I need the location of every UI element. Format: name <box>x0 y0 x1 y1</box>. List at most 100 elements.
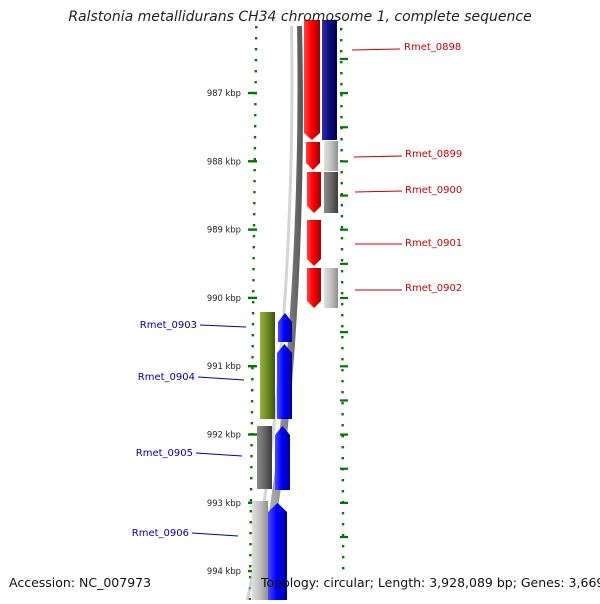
gene-leader-line <box>197 376 245 381</box>
axis-dot <box>340 61 343 64</box>
axis-dot <box>340 204 344 207</box>
axis-dot <box>250 411 254 414</box>
axis-dot <box>254 103 257 106</box>
axis-dot <box>341 490 345 493</box>
gene-feature-light-bar <box>324 141 338 171</box>
axis-tick-label: 990 kbp <box>207 293 241 303</box>
axis-dot <box>340 72 343 75</box>
axis-dot <box>254 70 257 73</box>
axis-dot <box>252 279 255 282</box>
gene-label-rmet-0904: Rmet_0904 <box>138 372 195 383</box>
axis-dot <box>341 435 344 438</box>
axis-dot <box>252 224 256 227</box>
axis-dot <box>341 325 344 328</box>
axis-tick-label: 987 kbp <box>207 88 241 98</box>
axis-dot <box>341 424 344 427</box>
axis-minor-tick <box>340 535 348 539</box>
axis-tick-label: 991 kbp <box>207 361 241 371</box>
axis-dot <box>251 345 254 348</box>
axis-tick <box>248 91 257 95</box>
axis-dot <box>341 512 345 515</box>
axis-minor-tick <box>340 262 348 265</box>
axis-dot <box>251 356 254 359</box>
axis-dot <box>340 292 344 295</box>
axis-dot <box>340 94 343 97</box>
axis-dot <box>340 281 344 284</box>
axis-minor-tick <box>340 365 348 368</box>
axis-dot <box>253 125 257 128</box>
axis-dot <box>340 259 344 262</box>
axis-dot <box>253 169 256 172</box>
axis-dot <box>340 248 344 251</box>
axis-dot <box>341 545 345 548</box>
gene-feature-dark-bar <box>257 426 272 489</box>
gene-label-rmet-0898: Rmet_0898 <box>404 42 461 53</box>
axis-dot <box>340 237 344 240</box>
axis-tick-label: 989 kbp <box>207 225 241 235</box>
axis-dot <box>255 26 258 29</box>
axis-minor-tick <box>340 433 348 436</box>
axis-dot <box>341 303 344 306</box>
axis-dot <box>340 105 343 108</box>
gene-rmet-0899-glyph <box>306 142 320 170</box>
gene-label-rmet-0901: Rmet_0901 <box>405 238 462 249</box>
axis-minor-tick <box>340 296 348 300</box>
gene-label-rmet-0900: Rmet_0900 <box>405 185 462 196</box>
gene-rmet-0901-glyph <box>307 220 321 266</box>
axis-dot <box>251 367 254 370</box>
axis-dot <box>341 446 344 449</box>
axis-dot <box>341 523 345 526</box>
axis-dot <box>341 402 344 405</box>
axis-dot <box>341 391 344 394</box>
axis-dot <box>254 48 258 51</box>
gene-feature-light-bar <box>324 268 338 308</box>
axis-dot <box>250 455 253 458</box>
axis-dot <box>341 380 344 383</box>
axis-tick <box>248 160 257 163</box>
axis-dot <box>340 171 343 174</box>
axis-dot <box>248 576 252 579</box>
gene-label-rmet-0902: Rmet_0902 <box>405 283 462 294</box>
axis-minor-tick <box>340 194 348 197</box>
axis-dot <box>340 226 344 229</box>
axis-minor-tick <box>340 467 348 470</box>
axis-dot <box>249 532 252 535</box>
chromosome-backbone-edge <box>246 26 294 600</box>
axis-dot <box>252 235 256 238</box>
axis-dot <box>253 136 257 139</box>
axis-dot <box>254 37 258 40</box>
axis-minor-tick <box>340 501 348 504</box>
axis-dot <box>341 314 344 317</box>
map-title: Ralstonia metallidurans CH34 chromosome … <box>68 9 532 25</box>
gene-rmet-0903-glyph <box>278 313 292 342</box>
axis-dot <box>253 147 257 150</box>
axis-dot <box>249 510 253 513</box>
axis-tick <box>248 296 257 300</box>
axis-dot <box>340 182 343 185</box>
axis-dot <box>249 554 252 557</box>
axis-dot <box>252 257 255 260</box>
gene-rmet-0900-glyph <box>307 172 321 213</box>
axis-dot <box>341 457 344 460</box>
axis-dot <box>341 347 344 350</box>
axis-dot <box>340 215 344 218</box>
axis-dot <box>249 521 252 524</box>
axis-dot <box>250 466 253 469</box>
axis-dot <box>254 114 257 117</box>
gene-leader-line <box>191 532 239 537</box>
axis-dot <box>253 202 256 205</box>
gene-leader-line <box>195 452 243 457</box>
axis-dot <box>341 336 344 339</box>
axis-dot <box>250 477 253 480</box>
axis-tick-label: 992 kbp <box>207 430 241 440</box>
axis-dot <box>253 191 256 194</box>
gene-rmet-0906-glyph <box>268 503 287 600</box>
axis-dot <box>250 389 254 392</box>
axis-dot <box>249 543 252 546</box>
axis-dot <box>253 180 256 183</box>
gene-feature-navy-bar <box>322 20 337 140</box>
axis-dot <box>340 149 343 152</box>
axis-dot <box>252 290 255 293</box>
axis-dot <box>254 81 257 84</box>
